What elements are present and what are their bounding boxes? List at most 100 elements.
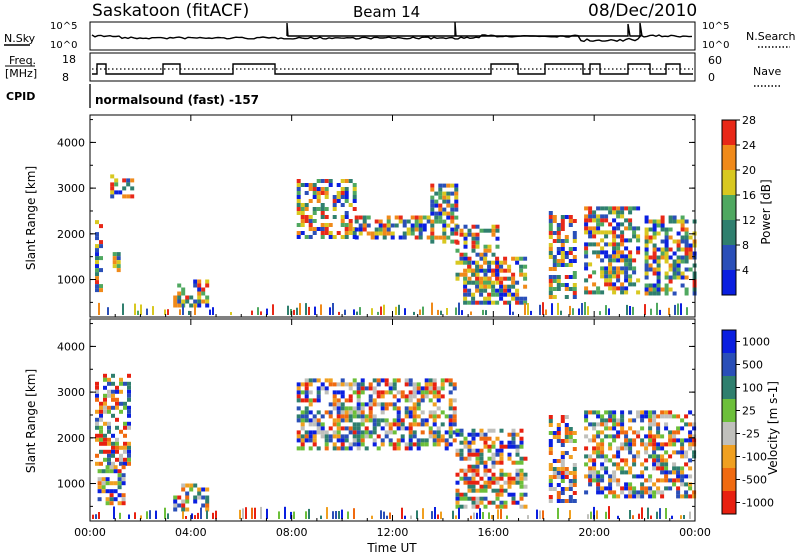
scatter-cell: [660, 442, 665, 447]
scatter-cell: [173, 495, 178, 500]
scatter-cell: [467, 432, 472, 437]
scatter-cell: [452, 406, 457, 411]
ground-scatter-cell: [491, 515, 493, 519]
scatter-cell: [434, 235, 439, 240]
scatter-cell: [173, 503, 178, 508]
scatter-cell: [99, 441, 103, 446]
scatter-cell: [499, 264, 504, 269]
ground-scatter-cell: [578, 308, 580, 315]
scatter-cell: [560, 419, 565, 423]
scatter-cell: [560, 219, 565, 223]
scatter-cell: [111, 453, 115, 458]
scatter-cell: [503, 300, 508, 305]
scatter-cell: [668, 235, 673, 240]
scatter-cell: [548, 423, 553, 427]
scatter-cell: [616, 278, 621, 283]
scatter-cell: [515, 444, 520, 449]
scatter-cell: [99, 288, 103, 293]
scatter-cell: [360, 430, 365, 435]
scatter-cell: [386, 231, 391, 236]
ground-scatter-cell: [200, 507, 202, 519]
scatter-cell: [368, 430, 373, 435]
scatter-cell: [440, 382, 445, 387]
scatter-cell: [320, 179, 325, 183]
scatter-cell: [446, 191, 451, 196]
ground-scatter-cell: [290, 309, 292, 315]
ground-scatter-cell: [656, 302, 658, 315]
scatter-cell: [332, 398, 337, 403]
scatter-cell: [201, 495, 206, 500]
ground-scatter-cell: [95, 514, 97, 519]
scatter-cell: [296, 179, 301, 183]
scatter-cell: [612, 434, 617, 439]
scatter-cell: [596, 450, 601, 455]
ground-scatter-cell: [98, 512, 100, 519]
scatter-cell: [352, 231, 357, 235]
ground-scatter-cell: [686, 307, 688, 315]
scatter-cell: [416, 406, 421, 411]
scatter-cell: [320, 386, 325, 391]
scatter-cell: [95, 264, 99, 269]
scatter-cell: [552, 287, 557, 291]
scatter-cell: [511, 460, 516, 465]
scatter-cell: [560, 255, 565, 259]
scatter-cell: [604, 486, 609, 491]
scatter-cell: [312, 430, 317, 435]
scatter-cell: [564, 439, 569, 443]
scatter-cell: [592, 226, 597, 231]
scatter-cell: [340, 203, 345, 207]
scatter-cell: [312, 195, 317, 199]
scatter-cell: [483, 280, 488, 285]
scatter-cell: [356, 402, 361, 407]
scatter-cell: [426, 219, 431, 224]
scatter-cell: [523, 256, 528, 261]
scatter-cell: [376, 378, 381, 383]
scatter-cell: [483, 488, 488, 493]
scatter-cell: [495, 504, 500, 509]
scatter-cell: [680, 283, 685, 288]
scatter-cell: [364, 430, 369, 435]
scatter-cell: [507, 456, 512, 461]
scatter-cell: [455, 432, 460, 437]
scatter-cell: [656, 478, 661, 483]
ground-scatter-cell: [584, 302, 586, 315]
scatter-cell: [384, 382, 389, 387]
scatter-cell: [467, 484, 472, 489]
scatter-cell: [640, 462, 645, 467]
ground-scatter-cell: [308, 508, 310, 519]
scatter-cell: [99, 240, 103, 245]
scatter-cell: [648, 410, 653, 415]
scatter-cell: [446, 211, 451, 216]
scatter-cell: [503, 268, 508, 273]
colorbar-segment: [722, 353, 736, 376]
scatter-cell: [616, 478, 621, 483]
scatter-cell: [680, 450, 685, 455]
scatter-cell: [414, 227, 419, 232]
scatter-cell: [374, 219, 379, 224]
scatter-cell: [608, 414, 613, 419]
scatter-cell: [404, 446, 409, 451]
scatter-cell: [416, 386, 421, 391]
scatter-cell: [372, 442, 377, 447]
scatter-cell: [332, 215, 337, 219]
scatter-cell: [604, 470, 609, 475]
scatter-cell: [636, 494, 641, 499]
scatter-cell: [487, 484, 492, 489]
scatter-cell: [459, 256, 464, 261]
scatter-cell: [384, 390, 389, 395]
scatter-cell: [628, 490, 633, 495]
scatter-cell: [336, 382, 341, 387]
scatter-cell: [304, 382, 309, 387]
scatter-cell: [95, 268, 99, 273]
scatter-cell: [320, 207, 325, 211]
scatter-cell: [684, 482, 689, 487]
scatter-cell: [632, 462, 637, 467]
scatter-cell: [648, 430, 653, 435]
ground-scatter-cell: [149, 510, 151, 519]
scatter-cell: [616, 234, 621, 239]
scatter-cell: [463, 260, 468, 265]
scatter-cell: [438, 211, 443, 216]
scatter-cell: [127, 409, 131, 414]
scatter-cell: [684, 287, 689, 292]
